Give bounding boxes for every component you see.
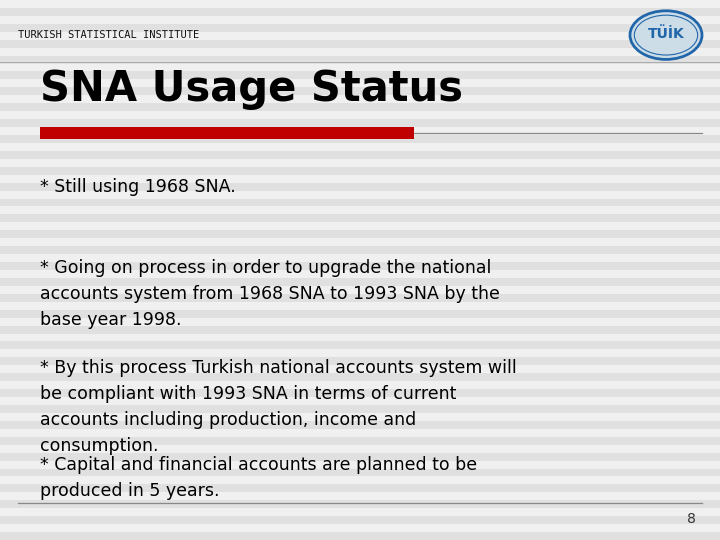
Text: * Still using 1968 SNA.: * Still using 1968 SNA. (40, 178, 235, 196)
Bar (0, 64, 720, 71)
Bar (0, 16, 720, 24)
Text: * Capital and financial accounts are planned to be: * Capital and financial accounts are pla… (40, 456, 477, 474)
Bar (0, 48, 720, 56)
Text: 8: 8 (687, 512, 696, 526)
Bar (0, 302, 720, 310)
Bar (0, 461, 720, 469)
Bar (0, 492, 720, 500)
Bar (0, 516, 720, 524)
Bar (0, 238, 720, 246)
Bar (0, 24, 720, 32)
Bar (0, 365, 720, 373)
Bar (0, 421, 720, 429)
Bar (0, 32, 720, 40)
Text: TURKISH STATISTICAL INSTITUTE: TURKISH STATISTICAL INSTITUTE (18, 30, 199, 40)
Bar (0, 484, 720, 492)
Bar (0, 8, 720, 16)
Bar (0, 151, 720, 159)
Text: * Going on process in order to upgrade the national: * Going on process in order to upgrade t… (40, 259, 491, 277)
Bar (0, 159, 720, 167)
Bar (0, 111, 720, 119)
Bar (0, 524, 720, 532)
Bar (0, 222, 720, 230)
Text: be compliant with 1993 SNA in terms of current: be compliant with 1993 SNA in terms of c… (40, 385, 456, 403)
Bar (0, 453, 720, 461)
Text: TÜİK: TÜİK (647, 27, 685, 41)
Bar (0, 445, 720, 453)
Bar (0, 191, 720, 199)
Bar (0, 167, 720, 175)
Text: accounts system from 1968 SNA to 1993 SNA by the: accounts system from 1968 SNA to 1993 SN… (40, 285, 500, 303)
Bar (0, 413, 720, 421)
Text: base year 1998.: base year 1998. (40, 311, 181, 329)
Bar (0, 175, 720, 183)
Text: accounts including production, income and: accounts including production, income an… (40, 411, 416, 429)
Bar (0, 389, 720, 397)
Bar (0, 103, 720, 111)
Bar (0, 143, 720, 151)
Bar (0, 199, 720, 206)
Text: consumption.: consumption. (40, 437, 158, 455)
Bar (0, 214, 720, 222)
Bar (0, 270, 720, 278)
Bar (0, 254, 720, 262)
Bar (0, 341, 720, 349)
Bar (0, 397, 720, 405)
Bar (0, 500, 720, 508)
Bar (0, 310, 720, 318)
Bar (0, 334, 720, 341)
Bar (0, 349, 720, 357)
Bar (0, 230, 720, 238)
Bar (0, 429, 720, 437)
Bar (0, 40, 720, 48)
Bar (0, 79, 720, 87)
Bar (0, 437, 720, 445)
Bar (0, 95, 720, 103)
Bar (0, 119, 720, 127)
Bar (0, 476, 720, 484)
Text: produced in 5 years.: produced in 5 years. (40, 482, 219, 500)
Text: * By this process Turkish national accounts system will: * By this process Turkish national accou… (40, 359, 516, 377)
Bar (0, 326, 720, 334)
Bar (0, 206, 720, 214)
Bar (40, 127, 414, 139)
Bar (0, 246, 720, 254)
Bar (0, 508, 720, 516)
Bar (0, 56, 720, 64)
Bar (0, 278, 720, 286)
Ellipse shape (630, 11, 702, 59)
Bar (0, 373, 720, 381)
Bar (0, 0, 720, 8)
Bar (0, 405, 720, 413)
Bar (0, 71, 720, 79)
Bar (0, 87, 720, 95)
Bar (0, 381, 720, 389)
Bar (0, 532, 720, 540)
Bar (0, 183, 720, 191)
Bar (0, 469, 720, 476)
Bar (0, 262, 720, 270)
Bar (0, 286, 720, 294)
Bar (0, 127, 720, 135)
Bar (0, 357, 720, 365)
Text: SNA Usage Status: SNA Usage Status (40, 68, 463, 110)
Bar (0, 318, 720, 326)
Bar (0, 135, 720, 143)
Bar (0, 294, 720, 302)
